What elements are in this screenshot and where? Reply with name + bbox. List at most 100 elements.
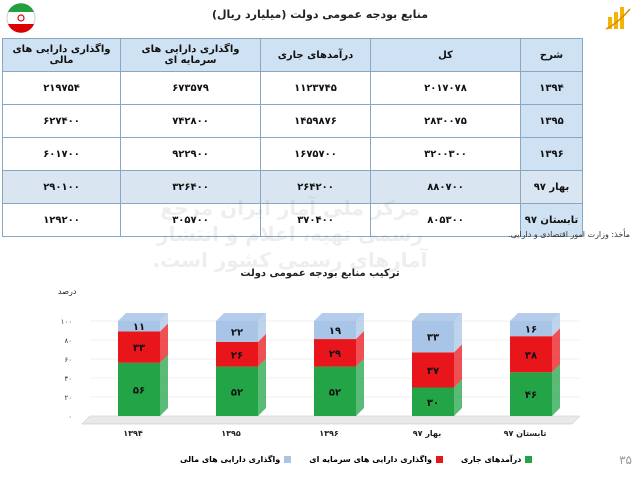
- legend-swatch-capital: [435, 456, 443, 463]
- data-label: ۳۷: [427, 366, 439, 377]
- bar-segment: [510, 372, 552, 416]
- legend-item: واگذاری دارایی های مالی: [180, 455, 292, 464]
- chart-floor: [81, 415, 581, 425]
- table-cell: ۶۷۳۵۷۹: [120, 71, 261, 105]
- data-label: ۱۱: [133, 322, 145, 333]
- bar-top: [510, 313, 560, 321]
- x-tick-label: ۱۳۹۶: [319, 429, 339, 438]
- y-tick-label: ۲۰: [64, 394, 72, 402]
- budget-table: شرح کل درآمدهای جاری واگذاری دارایی های …: [2, 38, 583, 237]
- chart-legend: واگذاری دارایی های مالی واگذاری دارایی ه…: [180, 455, 533, 464]
- bar-side: [160, 323, 168, 363]
- x-tick-label: ۱۳۹۴: [123, 429, 143, 438]
- data-label: ۵۲: [329, 387, 341, 398]
- bar-side: [356, 331, 364, 367]
- data-label: ۲۶: [231, 350, 243, 361]
- x-tick-label: بهار ۹۷: [413, 429, 441, 438]
- bar-segment: [118, 362, 160, 416]
- table-cell: ۳۷۰۴۰۰: [260, 203, 371, 237]
- table-row: ۱۳۹۴ ۲۰۱۷۰۷۸ ۱۱۲۳۷۴۵ ۶۷۳۵۷۹ ۲۱۹۷۵۴: [2, 71, 583, 105]
- legend-swatch-financial: [284, 456, 292, 463]
- bar-segment: [510, 336, 552, 373]
- legend-swatch-current: [525, 456, 533, 463]
- data-label: ۳۳: [133, 343, 145, 354]
- data-label: ۳۰: [427, 398, 439, 409]
- bar-top: [118, 313, 168, 321]
- data-label: ۵۲: [231, 387, 243, 398]
- y-tick-label: ۱۰۰: [61, 318, 72, 326]
- bar-segment: [314, 339, 356, 367]
- statistics-center-logo-icon: [605, 7, 631, 30]
- x-tick-label: ۱۳۹۵: [221, 429, 241, 438]
- bar-segment: [216, 366, 258, 416]
- table-header: واگذاری دارایی های سرمایه ای: [120, 38, 261, 72]
- table-cell: ۶۲۷۴۰۰: [2, 104, 121, 138]
- table-cell: ۳۲۰۰۳۰۰: [370, 137, 521, 171]
- bar-segment: [314, 366, 356, 416]
- watermark-line: رسمی تهیه، اعلام و انتشار: [157, 222, 423, 246]
- row-label: ۱۳۹۴: [520, 71, 583, 105]
- bar-top: [314, 313, 364, 321]
- table-cell: ۲۹۰۱۰۰: [2, 170, 121, 204]
- table-cell: ۱۶۷۵۷۰۰: [260, 137, 371, 171]
- table-cell: ۶۰۱۷۰۰: [2, 137, 121, 171]
- table-row: ۱۳۹۵ ۲۸۳۰۰۷۵ ۱۴۵۹۸۷۶ ۷۴۲۸۰۰ ۶۲۷۴۰۰: [2, 104, 583, 138]
- row-label: ۱۳۹۵: [520, 104, 583, 138]
- iran-flag-logo-icon: [6, 3, 36, 33]
- data-label: ۳۳: [427, 333, 439, 344]
- data-label: ۱۶: [525, 325, 537, 336]
- table-header-row: شرح کل درآمدهای جاری واگذاری دارایی های …: [2, 38, 583, 72]
- source-note: مأخذ: وزارت امور اقتصادی و دارایی.: [508, 230, 630, 239]
- table-cell: ۲۱۹۷۵۴: [2, 71, 121, 105]
- bar-side: [356, 313, 364, 340]
- bar-segment: [216, 321, 258, 342]
- y-tick-label: ۰: [68, 413, 72, 421]
- x-tick-label: تابستان ۹۷: [504, 429, 547, 438]
- table-header: شرح: [520, 38, 583, 72]
- row-label: تابستان ۹۷: [520, 203, 583, 237]
- bar-segment: [216, 341, 258, 367]
- bar-side: [552, 328, 560, 373]
- chart-title: ترکیب منابع بودجه عمومی دولت: [240, 268, 400, 279]
- bar-side: [454, 313, 462, 353]
- bar-side: [160, 354, 168, 416]
- bar-segment: [412, 352, 454, 388]
- table-cell: ۳۰۵۷۰۰: [120, 203, 261, 237]
- bar-side: [356, 358, 364, 416]
- bar-segment: [510, 321, 552, 337]
- data-label: ۴۶: [525, 390, 537, 401]
- bar-side: [258, 313, 266, 342]
- table-cell: ۸۸۰۷۰۰: [370, 170, 521, 204]
- stacked-bar-chart: ۰ ۲۰ ۴۰ ۶۰ ۸۰ ۱۰۰ ۵۶ ۳۳ ۱۱ ۱۳۹۴ ۵۲ ۲۶ ۲۲ ۱۳۹۵ ۵۲ ۲۹ ۱۹ ۱۳…: [61, 313, 581, 438]
- data-label: ۱۹: [329, 326, 341, 337]
- legend-label: درآمدهای جاری: [460, 455, 522, 464]
- table-cell: ۸۰۵۳۰۰: [370, 203, 521, 237]
- legend-item: واگذاری دارایی های سرمایه ای: [309, 455, 443, 464]
- legend-label: واگذاری دارایی های سرمایه ای: [309, 455, 432, 464]
- y-axis-label: درصد: [58, 287, 77, 296]
- page-number: ۳۵: [619, 453, 632, 467]
- watermark-line: آمارهای رسمی کشور است.: [152, 248, 428, 272]
- table-header: درآمدهای جاری: [260, 38, 371, 72]
- bar-side: [552, 364, 560, 416]
- bar-segment: [412, 387, 454, 416]
- bar-side: [160, 313, 168, 332]
- table-row: تابستان ۹۷ ۸۰۵۳۰۰ ۳۷۰۴۰۰ ۳۰۵۷۰۰ ۱۲۹۲۰۰: [2, 203, 583, 237]
- table-cell: ۱۱۲۳۷۴۵: [260, 71, 371, 105]
- bar-side: [454, 344, 462, 388]
- watermark-line: مرکز ملی آمار ایران مرجع: [160, 196, 420, 220]
- bar-segment: [118, 321, 160, 332]
- data-label: ۲۲: [231, 327, 243, 338]
- table-cell: ۹۲۲۹۰۰: [120, 137, 261, 171]
- table-header: کل: [370, 38, 521, 72]
- y-tick-label: ۴۰: [64, 375, 72, 383]
- y-tick-label: ۶۰: [64, 356, 72, 364]
- table-row: ۱۳۹۶ ۳۲۰۰۳۰۰ ۱۶۷۵۷۰۰ ۹۲۲۹۰۰ ۶۰۱۷۰۰: [2, 137, 583, 171]
- bar-top: [412, 313, 462, 321]
- bar-side: [454, 379, 462, 416]
- data-label: ۳۸: [525, 350, 537, 361]
- data-label: ۲۹: [329, 349, 341, 360]
- table-header: واگذاری دارایی های مالی: [2, 38, 121, 72]
- table-cell: ۳۲۶۴۰۰: [120, 170, 261, 204]
- row-label: بهار ۹۷: [520, 170, 583, 204]
